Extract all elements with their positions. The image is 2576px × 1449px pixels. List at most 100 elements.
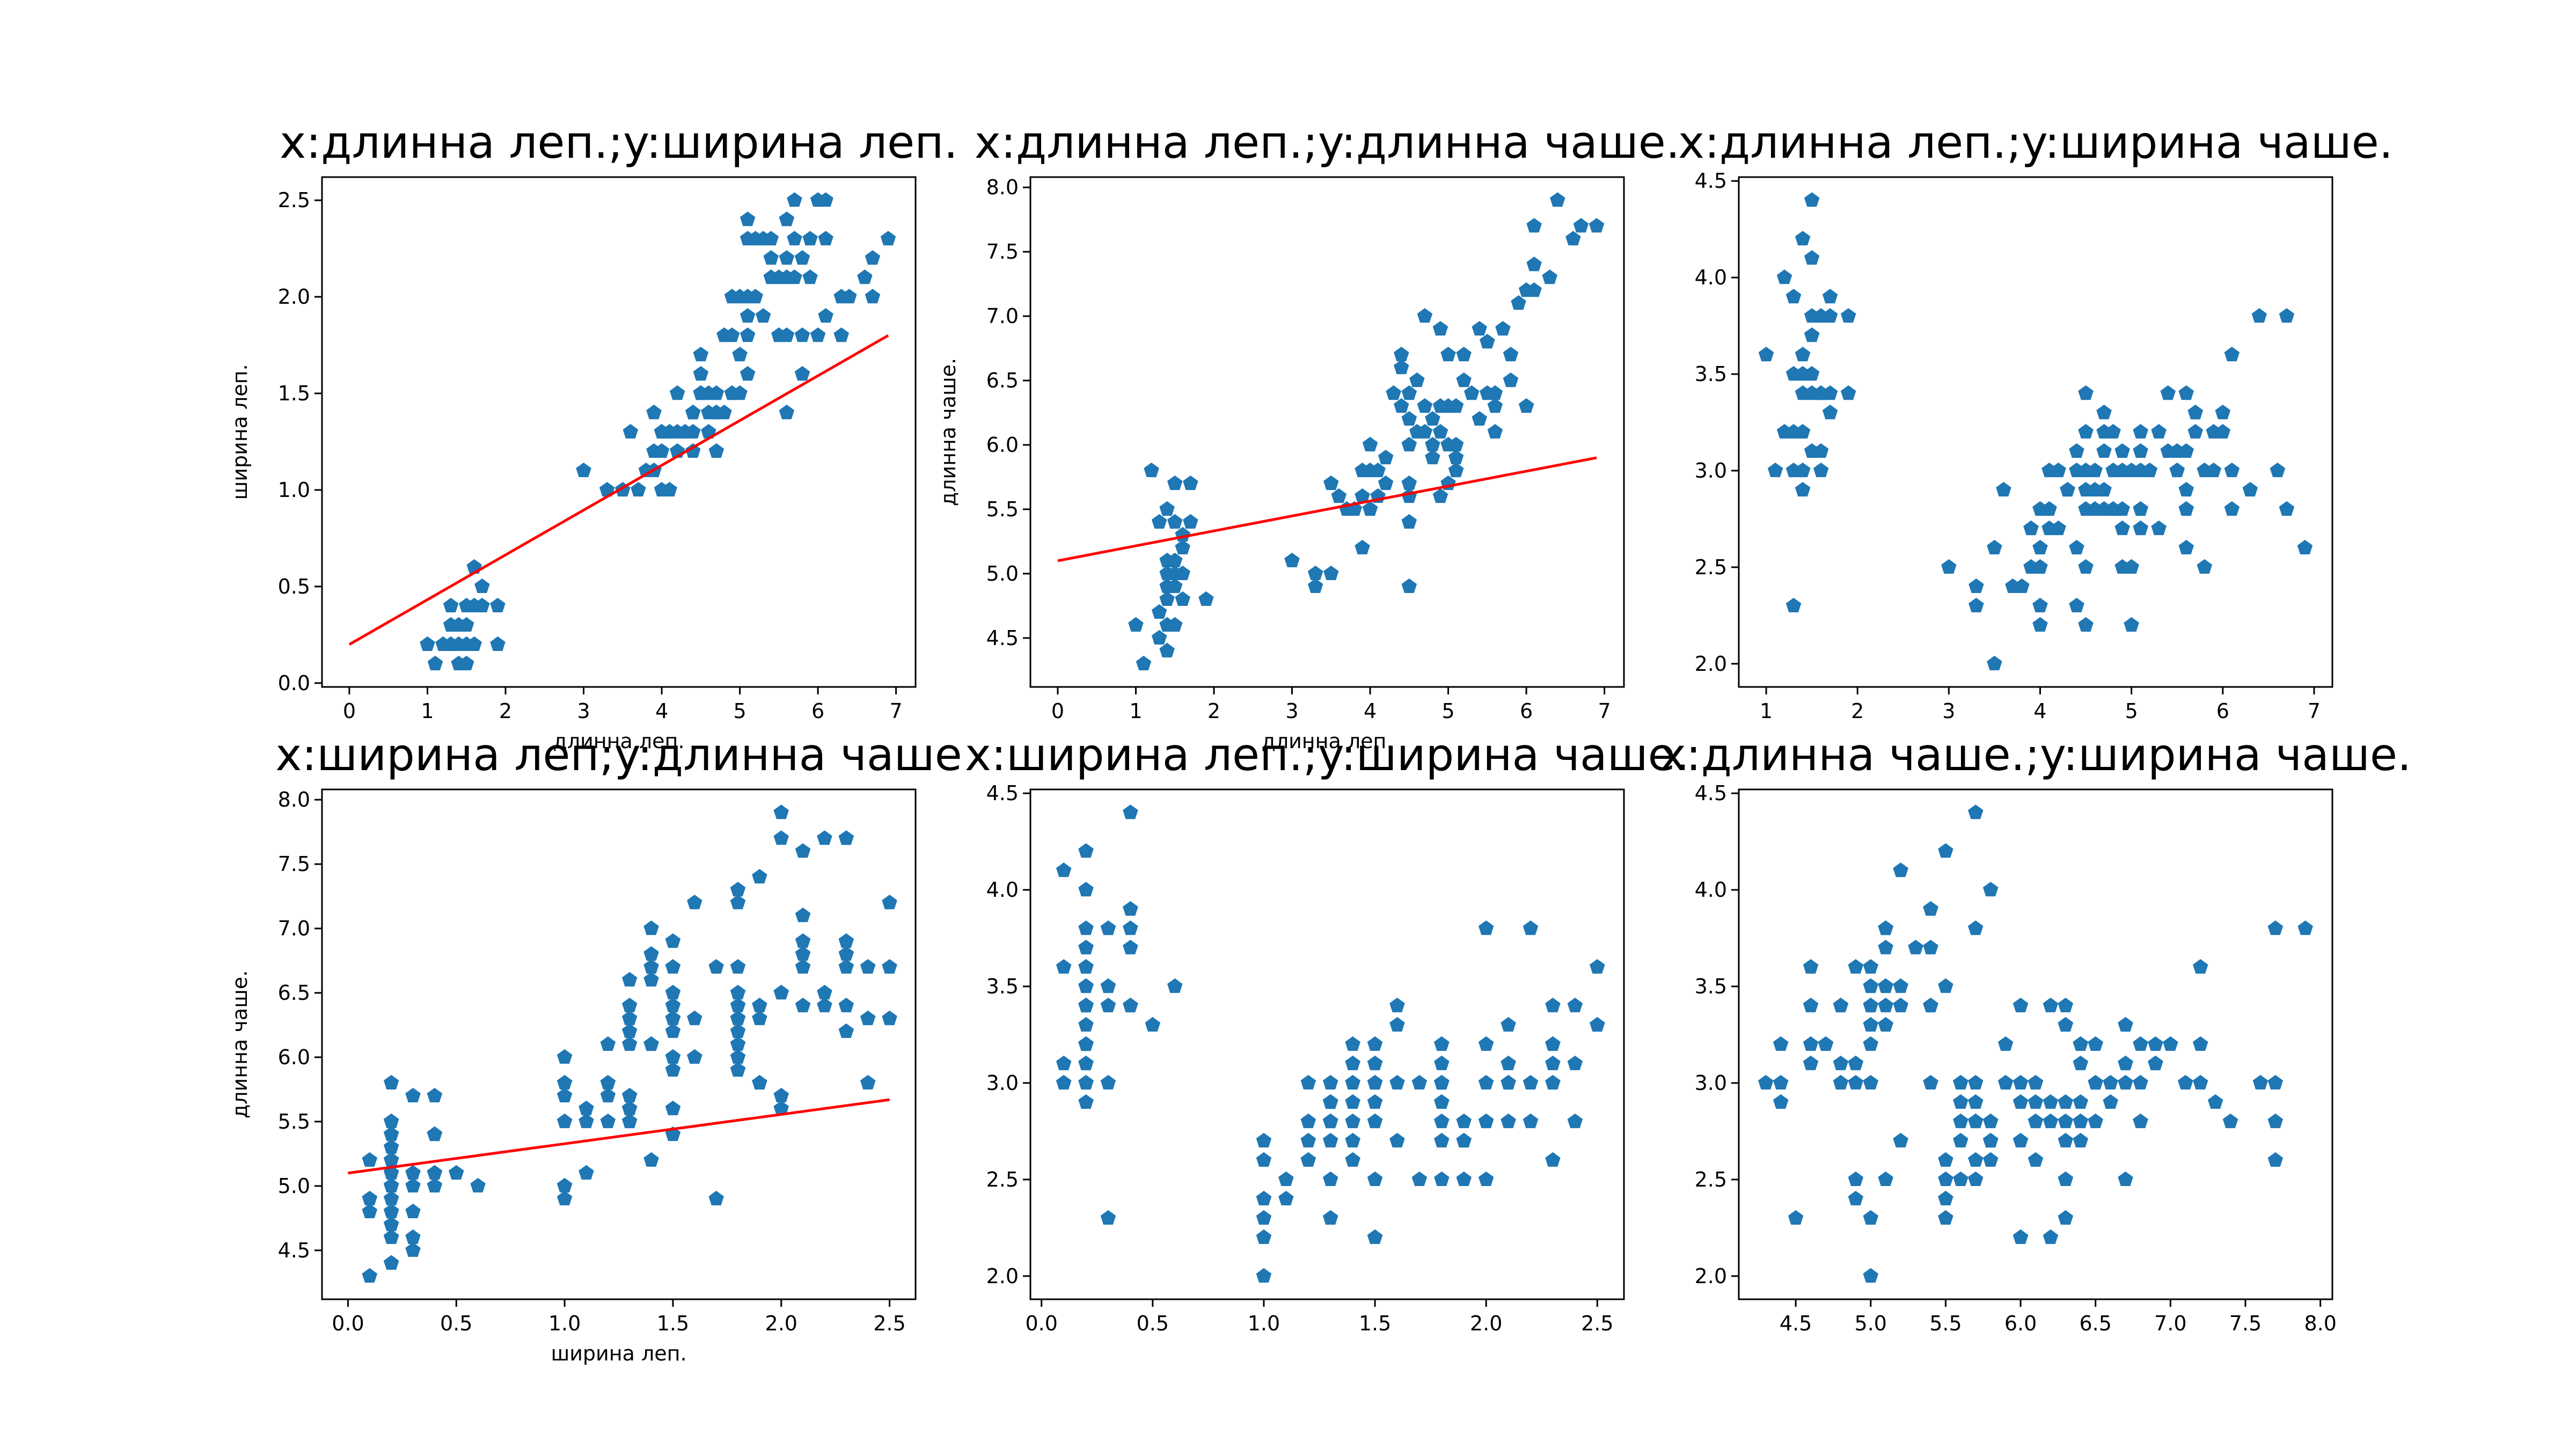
- data-point: [779, 211, 795, 226]
- data-point: [1078, 940, 1094, 955]
- data-point: [2178, 482, 2194, 497]
- data-point: [1456, 1113, 1472, 1129]
- data-point: [1848, 959, 1864, 974]
- data-point: [1803, 1036, 1819, 1051]
- y-tick-label: 5.0: [278, 1174, 310, 1198]
- data-point: [1893, 862, 1908, 877]
- data-point: [2058, 998, 2074, 1013]
- data-point: [362, 1203, 378, 1218]
- data-point: [1440, 347, 1456, 362]
- data-point: [1908, 940, 1923, 955]
- data-point: [2178, 385, 2194, 400]
- data-point: [435, 636, 451, 651]
- data-point: [1840, 385, 1856, 400]
- data-point: [1425, 411, 1440, 426]
- x-tick-label: 2: [1851, 699, 1864, 723]
- data-point: [2096, 482, 2112, 497]
- scatter-points: [362, 804, 897, 1283]
- data-point: [2178, 501, 2194, 516]
- data-point: [2251, 308, 2267, 323]
- y-tick-label: 2.0: [1695, 1264, 1727, 1288]
- data-point: [1434, 1171, 1450, 1186]
- data-point: [1495, 321, 1511, 336]
- data-point: [383, 1177, 399, 1192]
- y-tick-label: 5.0: [986, 562, 1019, 586]
- data-point: [576, 463, 591, 478]
- x-axis-label: длинна леп.: [553, 729, 685, 753]
- data-point: [1863, 959, 1878, 974]
- data-point: [1968, 1094, 1984, 1109]
- x-tick-label: 7.5: [2229, 1312, 2262, 1335]
- data-point: [1893, 998, 1908, 1013]
- data-point: [1518, 398, 1534, 413]
- data-point: [621, 1088, 638, 1103]
- data-point: [740, 327, 756, 342]
- data-point: [1545, 1036, 1561, 1051]
- y-tick-label: 2.5: [278, 188, 310, 212]
- data-point: [1401, 385, 1417, 400]
- chart-panel-3: 1 2 3 4 5 6 7 2.0 2.5 3.0 3.5 4.0 4.5x:длинна леп.;y…: [1678, 116, 2393, 723]
- data-point: [1362, 463, 1378, 478]
- data-point: [405, 1177, 421, 1192]
- data-point: [1863, 998, 1878, 1013]
- data-point: [2215, 405, 2231, 420]
- data-point: [474, 578, 490, 593]
- data-point: [880, 231, 896, 246]
- data-point: [2058, 1210, 2074, 1225]
- data-point: [2252, 1075, 2268, 1090]
- data-point: [579, 1165, 594, 1180]
- data-point: [740, 366, 756, 381]
- data-point: [2069, 597, 2084, 612]
- data-point: [1795, 482, 1811, 497]
- data-point: [2224, 347, 2240, 362]
- data-point: [665, 933, 681, 948]
- data-point: [427, 1165, 443, 1180]
- x-tick-label: 5: [1441, 699, 1454, 723]
- data-point: [716, 327, 732, 342]
- data-point: [1545, 1152, 1561, 1167]
- data-point: [2178, 443, 2194, 458]
- data-point: [2193, 1075, 2208, 1090]
- x-tick-label: 0.0: [1025, 1312, 1057, 1335]
- data-point: [631, 482, 646, 497]
- data-point: [1056, 862, 1072, 877]
- data-point: [1401, 437, 1417, 452]
- data-point: [1518, 282, 1534, 297]
- x-tick-label: 6: [2216, 699, 2229, 723]
- data-point: [1389, 1132, 1405, 1148]
- data-point: [2118, 1075, 2133, 1090]
- data-point: [1565, 231, 1581, 246]
- data-point: [1848, 1056, 1864, 1071]
- data-point: [2133, 520, 2148, 536]
- data-point: [405, 1203, 421, 1218]
- x-tick-label: 2.0: [765, 1312, 797, 1335]
- data-point: [1982, 1152, 1999, 1167]
- x-tick-label: 5.5: [1929, 1312, 1962, 1335]
- plot-frame: [321, 788, 917, 1300]
- data-point: [1367, 1056, 1383, 1071]
- data-point: [838, 959, 854, 974]
- data-point: [1953, 1094, 1968, 1109]
- data-point: [773, 985, 789, 1000]
- data-point: [362, 1268, 378, 1283]
- x-tick-label: 1.0: [548, 1312, 581, 1335]
- data-point: [2088, 1036, 2103, 1051]
- data-point: [1078, 959, 1094, 974]
- data-point: [2058, 1017, 2074, 1032]
- data-point: [693, 347, 709, 362]
- data-point: [2267, 1113, 2284, 1129]
- data-point: [643, 972, 659, 987]
- y-tick-label: 3.0: [986, 1071, 1019, 1095]
- data-point: [1863, 978, 1878, 993]
- x-tick-label: 3: [1942, 699, 1955, 723]
- data-point: [1145, 1017, 1161, 1032]
- data-point: [1589, 218, 1605, 233]
- data-point: [2148, 1056, 2163, 1071]
- data-point: [1175, 565, 1190, 580]
- data-point: [1803, 998, 1819, 1013]
- data-point: [1100, 920, 1116, 935]
- data-point: [752, 998, 767, 1013]
- data-point: [787, 231, 802, 246]
- data-point: [2118, 1017, 2133, 1032]
- data-point: [2133, 1075, 2148, 1090]
